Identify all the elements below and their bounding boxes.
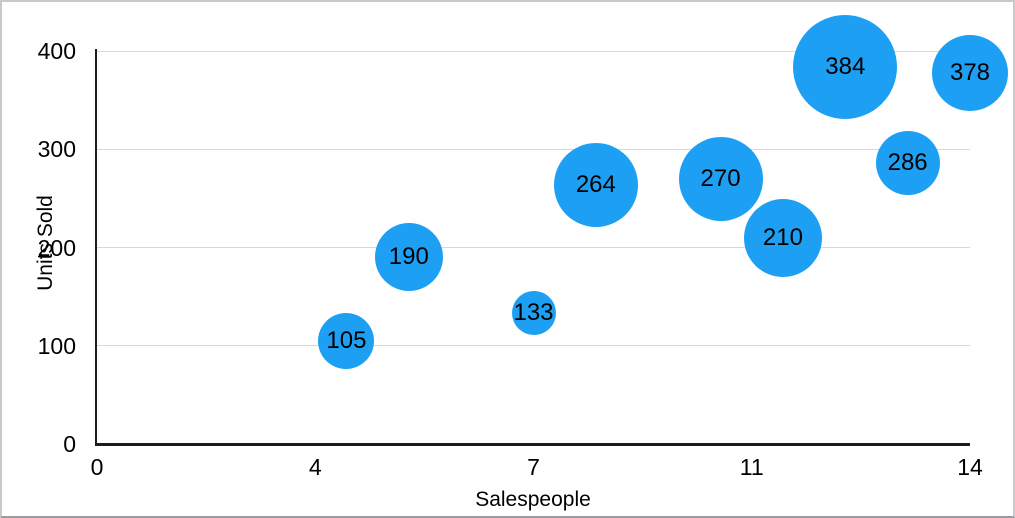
y-gridline bbox=[97, 148, 970, 150]
y-gridline bbox=[97, 247, 970, 248]
bubble-value-label: 264 bbox=[575, 170, 616, 198]
y-axis-tick-label: 0 bbox=[63, 431, 76, 457]
y-axis-tick-label: 100 bbox=[37, 332, 76, 359]
bubble-value-label: 270 bbox=[700, 164, 741, 192]
x-axis-tick-label: 7 bbox=[527, 454, 540, 480]
bubble-value-label: 378 bbox=[949, 58, 991, 86]
x-axis-line bbox=[95, 443, 970, 446]
x-axis-title: Salespeople bbox=[475, 488, 591, 511]
bubble-data-point: 264 bbox=[553, 142, 638, 227]
y-gridline bbox=[97, 345, 970, 347]
x-axis-tick-label: 11 bbox=[739, 454, 764, 480]
bubble-data-point: 210 bbox=[743, 198, 822, 277]
bubble-data-point: 133 bbox=[511, 291, 556, 336]
bubble-value-label: 384 bbox=[825, 52, 866, 80]
bubble-value-label: 133 bbox=[513, 299, 554, 327]
bubble-data-point: 378 bbox=[932, 34, 1008, 111]
y-gridline bbox=[97, 50, 970, 52]
bubble-value-label: 190 bbox=[388, 243, 429, 271]
bubble-value-label: 210 bbox=[762, 223, 803, 251]
x-axis-tick-label: 4 bbox=[308, 454, 322, 480]
bubble-value-label: 105 bbox=[326, 326, 367, 354]
bubble-data-point: 384 bbox=[793, 14, 898, 119]
bubble-data-point: 190 bbox=[374, 223, 443, 292]
bubble-value-label: 286 bbox=[887, 149, 928, 176]
y-axis-tick-label: 300 bbox=[37, 136, 76, 163]
y-axis-tick-label: 400 bbox=[37, 38, 76, 64]
y-axis-tick-label: 200 bbox=[37, 234, 76, 261]
x-axis-tick-label: 0 bbox=[90, 454, 104, 480]
bubble-data-point: 286 bbox=[875, 131, 940, 195]
y-axis-line bbox=[95, 49, 97, 446]
bubble-data-point: 270 bbox=[678, 136, 763, 221]
x-axis-tick-label: 14 bbox=[957, 454, 983, 480]
bubble-data-point: 105 bbox=[318, 312, 375, 369]
